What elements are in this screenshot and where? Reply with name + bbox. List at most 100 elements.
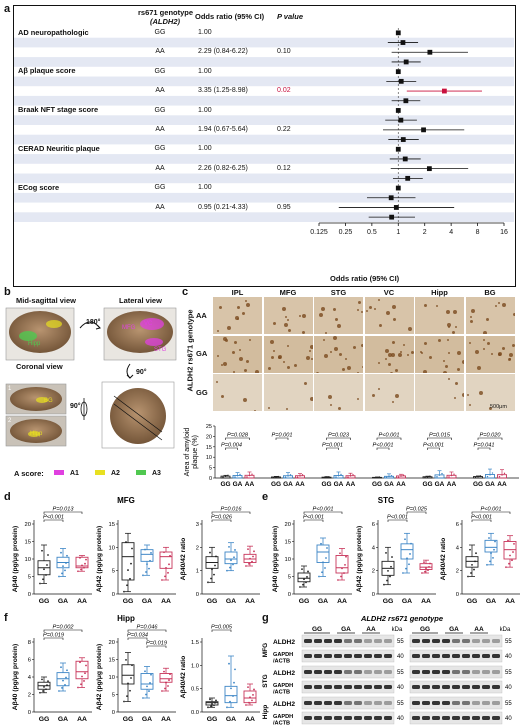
micrograph-stg-gg — [314, 374, 363, 411]
western-band — [452, 654, 460, 658]
boxplot-point — [245, 565, 247, 567]
western-band — [492, 701, 500, 705]
boxplot-p-value: P<0.001 — [471, 515, 492, 521]
western-band — [364, 716, 372, 720]
boxplot-y-tick-label: 1 — [196, 569, 199, 575]
boxplot-x-tick-label: AA — [161, 598, 171, 605]
plaque-stain — [452, 330, 456, 334]
micrograph-ipl-gg — [213, 374, 262, 411]
forest-row-band — [14, 154, 514, 164]
boxplot-significance-bracket — [303, 511, 343, 514]
western-band — [314, 716, 322, 720]
boxplot-point — [46, 564, 48, 566]
brain-illustration — [5, 307, 177, 475]
boxplot-y-tick-label: 2 — [28, 693, 31, 699]
western-kda-marker: 55 — [397, 639, 404, 645]
boxplot-point — [325, 557, 327, 559]
amyloid-x-tick-label: GG — [220, 481, 230, 488]
plaque-stain — [241, 312, 245, 316]
plaque-stain — [245, 302, 250, 307]
boxplot-point — [169, 554, 171, 557]
boxplot-point — [252, 694, 254, 696]
western-band — [482, 685, 490, 689]
plaque-stain — [238, 349, 241, 352]
amyloid-point — [486, 475, 489, 478]
amyloid-significance-bracket — [225, 437, 250, 440]
boxplot-box — [75, 660, 89, 680]
boxplot-point — [79, 556, 81, 559]
boxplot-y-tick-label: 3 — [196, 522, 199, 528]
boxplot-point — [228, 545, 230, 548]
plaque-stain — [422, 369, 427, 373]
forest-genotype: AA — [155, 164, 165, 172]
forest-or-point — [389, 214, 395, 220]
boxplot-point — [467, 575, 469, 578]
boxplot-region-title: MFG — [117, 496, 135, 505]
western-band — [384, 639, 392, 643]
micrograph-hipp-gg — [415, 374, 464, 411]
plaque-stain — [391, 305, 396, 310]
plaque-stain — [494, 305, 497, 308]
boxplot-point — [305, 581, 307, 584]
western-band — [304, 716, 312, 720]
amyloid-significance-bracket — [427, 447, 440, 450]
plaque-stain — [310, 357, 313, 360]
boxplot-point — [150, 551, 152, 554]
micrograph-row-label: GG — [196, 387, 208, 397]
boxplot-y-label: Aβ40/42 ratio — [180, 656, 187, 699]
amyloid-point — [328, 476, 330, 478]
legend-swatch-a2 — [95, 470, 105, 475]
micrograph-vc-gg — [364, 374, 414, 411]
p-value-header: P value — [277, 12, 303, 21]
forest-genotype: AA — [155, 87, 165, 95]
amyloid-point — [424, 476, 426, 479]
western-band — [462, 639, 470, 643]
plaque-stain — [490, 352, 493, 355]
forest-or-point — [395, 146, 401, 152]
forest-x-tick-label: 0.5 — [367, 229, 377, 236]
plaque-stain — [224, 339, 228, 343]
boxplot-x-tick-label: AA — [421, 598, 431, 605]
forest-group-title: Braak NFT stage score — [18, 105, 99, 115]
forest-or-point — [405, 175, 411, 181]
boxplot-point — [125, 658, 127, 661]
amyloid-significance-bracket — [225, 447, 238, 450]
amyloid-point — [376, 476, 378, 479]
plaque-stain — [335, 318, 339, 322]
boxplot-point — [83, 566, 85, 569]
western-title: ALDH2 rs671 genotype — [360, 614, 443, 623]
boxplot-point — [299, 586, 301, 588]
plaque-stain — [347, 365, 352, 370]
boxplot-y-tick-label: 10 — [109, 675, 115, 681]
western-band — [374, 716, 382, 720]
forest-p-value: 0.12 — [277, 164, 291, 172]
western-kda-marker: 55 — [505, 670, 512, 676]
amyloid-x-tick-label: AA — [497, 481, 507, 488]
forest-row-band — [14, 76, 514, 87]
western-lane-label: AA — [474, 626, 484, 633]
boxplot-x-tick-label: GG — [39, 716, 50, 723]
plaque-stain — [388, 362, 392, 366]
forest-or-text: 1.00 — [198, 106, 212, 114]
boxplot-y-label: Aβ42 (pg/μg protein) — [356, 526, 363, 592]
hipp-boxplots: Hipp Aβ40 (pg/μg protein) 0 2 4 6 8 GG GA AA P=0.0… — [12, 614, 260, 723]
western-band — [412, 670, 420, 674]
western-band — [452, 670, 460, 674]
western-band — [432, 639, 440, 643]
plaque-stain — [393, 317, 397, 321]
boxplot-y-label: Aβ42 (pg/μg protein) — [96, 526, 103, 592]
western-band — [412, 639, 420, 643]
boxplot-point — [64, 569, 66, 572]
forest-or-point — [426, 166, 432, 172]
amyloid-point — [335, 476, 337, 478]
western-band — [492, 716, 500, 720]
boxplot-point — [405, 567, 407, 570]
boxplot-y-tick-label: 8 — [28, 640, 31, 646]
western-lane-label: AA — [366, 626, 376, 633]
amyloid-point — [438, 474, 441, 476]
boxplot-point — [215, 555, 217, 558]
amyloid-y-tick-label: 20 — [206, 434, 212, 440]
boxplot-point — [249, 557, 251, 560]
coronal-slice-2: 2 — [8, 418, 12, 424]
boxplot-point — [80, 568, 82, 571]
